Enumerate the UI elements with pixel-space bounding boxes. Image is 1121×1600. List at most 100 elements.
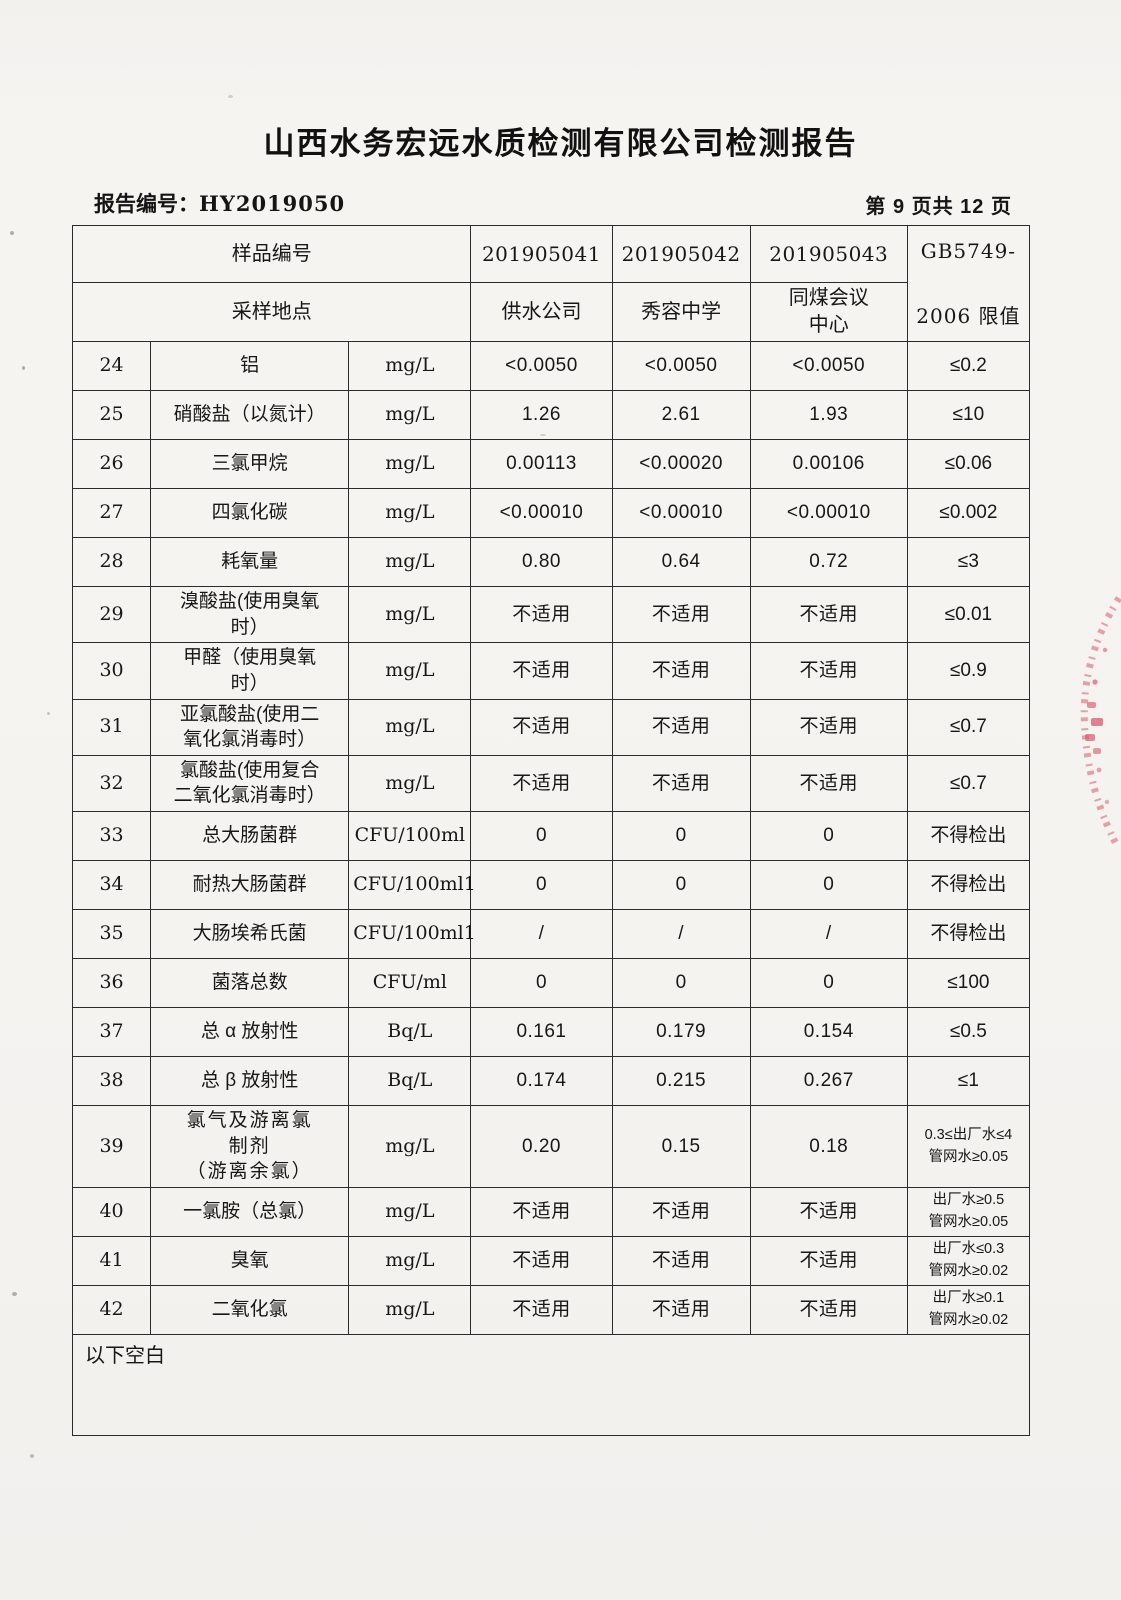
sample2-value: 不适用 bbox=[611, 1187, 751, 1238]
sample1-value: 不适用 bbox=[470, 642, 613, 700]
table-row: 39 氯气及游离氯 制剂 （游离余氯） mg/L 0.20 0.15 0.18 … bbox=[71, 1105, 1031, 1189]
parameter-name: 硝酸盐（以氮计） bbox=[150, 390, 350, 440]
parameter-unit: Bq/L bbox=[348, 1007, 472, 1058]
sample2-value: <0.00010 bbox=[611, 488, 751, 538]
sample1-value: 不适用 bbox=[470, 1187, 613, 1238]
parameter-unit: mg/L bbox=[348, 341, 472, 391]
row-number: 29 bbox=[71, 585, 152, 644]
location-1: 供水公司 bbox=[470, 282, 613, 342]
row-number: 34 bbox=[71, 860, 152, 911]
parameter-name: 耐热大肠菌群 bbox=[150, 860, 350, 911]
sample3-value: 1.93 bbox=[749, 390, 908, 440]
sample1-value: 0.80 bbox=[470, 537, 613, 587]
parameter-unit: Bq/L bbox=[348, 1056, 472, 1107]
parameter-name: 耗氧量 bbox=[150, 537, 350, 587]
report-meta: 报告编号：HY2019050 第 9 页共 12 页 bbox=[72, 188, 1030, 222]
parameter-unit: mg/L bbox=[348, 698, 472, 756]
row-number: 31 bbox=[71, 698, 152, 756]
row-number: 26 bbox=[71, 439, 152, 489]
sample2-value: <0.00020 bbox=[611, 439, 751, 489]
parameter-name: 菌落总数 bbox=[150, 958, 350, 1009]
sample1-value: 0 bbox=[470, 860, 613, 911]
limit-standard-line1: GB5749- bbox=[920, 238, 1017, 263]
scan-speck bbox=[47, 712, 50, 715]
table-row: 40 一氯胺（总氯） mg/L 不适用 不适用 不适用 出厂水≥0.5 管网水≥… bbox=[71, 1187, 1031, 1238]
table-row: 24 铝 mg/L <0.0050 <0.0050 <0.0050 ≤0.2 bbox=[71, 341, 1031, 391]
parameter-unit: mg/L bbox=[348, 1236, 472, 1287]
sample2-value: 2.61 bbox=[611, 390, 751, 440]
parameter-unit: mg/L bbox=[348, 537, 472, 587]
limit-value: ≤3 bbox=[906, 537, 1031, 587]
scan-speck bbox=[22, 366, 25, 370]
sample2-value: 0.179 bbox=[611, 1007, 751, 1058]
sample3-value: 0.00106 bbox=[749, 439, 908, 489]
table-row: 30 甲醛（使用臭氧 时） mg/L 不适用 不适用 不适用 ≤0.9 bbox=[71, 642, 1031, 700]
sample2-value: 0.64 bbox=[611, 537, 751, 587]
row-number: 41 bbox=[71, 1236, 152, 1287]
sample1-value: 不适用 bbox=[470, 698, 613, 756]
sample-location-label: 采样地点 bbox=[71, 282, 472, 342]
sample3-value: 0.154 bbox=[749, 1007, 908, 1058]
parameter-unit: CFU/100ml bbox=[348, 811, 472, 862]
sample3-value: 0.18 bbox=[749, 1105, 908, 1189]
sample3-value: 0 bbox=[749, 958, 908, 1009]
parameter-name: 总 α 放射性 bbox=[150, 1007, 350, 1058]
table-row: 33 总大肠菌群 CFU/100ml 0 0 0 不得检出 bbox=[71, 811, 1031, 862]
limit-value: 出厂水≥0.1 管网水≥0.02 bbox=[906, 1285, 1031, 1336]
limit-value: ≤0.2 bbox=[906, 341, 1031, 391]
sample2-value: 0 bbox=[611, 811, 751, 862]
parameter-unit: mg/L bbox=[348, 585, 472, 644]
row-number: 37 bbox=[71, 1007, 152, 1058]
scan-speck bbox=[12, 1292, 17, 1296]
sample1-value: 0.174 bbox=[470, 1056, 613, 1107]
sample2-value: / bbox=[611, 909, 751, 960]
sample3-value: 0.72 bbox=[749, 537, 908, 587]
sample3-value: 不适用 bbox=[749, 1236, 908, 1287]
header-row-sample-id: 样品编号 201905041 201905042 201905043 GB574… bbox=[71, 225, 1031, 342]
parameter-unit: mg/L bbox=[348, 390, 472, 440]
limit-value: ≤0.9 bbox=[906, 642, 1031, 700]
sample2-value: 0.15 bbox=[611, 1105, 751, 1189]
table-row: 26 三氯甲烷 mg/L 0.00113 <0.00020 0.00106 ≤0… bbox=[71, 439, 1031, 489]
row-number: 30 bbox=[71, 642, 152, 700]
sample2-value: 0.215 bbox=[611, 1056, 751, 1107]
limit-value: ≤0.5 bbox=[906, 1007, 1031, 1058]
limit-value: ≤0.002 bbox=[906, 488, 1031, 538]
row-number: 40 bbox=[71, 1187, 152, 1238]
scan-speck bbox=[10, 231, 14, 235]
sample1-value: 不适用 bbox=[470, 1285, 613, 1336]
sample2-value: 0 bbox=[611, 958, 751, 1009]
parameter-name: 一氯胺（总氯） bbox=[150, 1187, 350, 1238]
table-row: 32 氯酸盐(使用复合 二氧化氯消毒时） mg/L 不适用 不适用 不适用 ≤0… bbox=[71, 754, 1031, 813]
parameter-unit: mg/L bbox=[348, 1285, 472, 1336]
row-number: 42 bbox=[71, 1285, 152, 1336]
table-row: 28 耗氧量 mg/L 0.80 0.64 0.72 ≤3 bbox=[71, 537, 1031, 587]
results-table: 样品编号 201905041 201905042 201905043 GB574… bbox=[71, 225, 1031, 1437]
report-number: 报告编号：HY2019050 bbox=[94, 188, 345, 218]
row-number: 33 bbox=[71, 811, 152, 862]
table-row: 29 溴酸盐(使用臭氧 时） mg/L 不适用 不适用 不适用 ≤0.01 bbox=[71, 585, 1031, 644]
parameter-name: 溴酸盐(使用臭氧 时） bbox=[150, 585, 350, 644]
table-row: 42 二氧化氯 mg/L 不适用 不适用 不适用 出厂水≥0.1 管网水≥0.0… bbox=[71, 1285, 1031, 1336]
limit-standard-line2: 2006 限值 bbox=[916, 303, 1021, 328]
sample2-value: 不适用 bbox=[611, 642, 751, 700]
row-number: 32 bbox=[71, 754, 152, 813]
parameter-unit: mg/L bbox=[348, 1187, 472, 1238]
sample3-value: 不适用 bbox=[749, 1187, 908, 1238]
parameter-name: 二氧化氯 bbox=[150, 1285, 350, 1336]
page-number-indicator: 第 9 页共 12 页 bbox=[865, 196, 1012, 218]
location-3: 同煤会议 中心 bbox=[749, 282, 908, 342]
parameter-name: 大肠埃希氏菌 bbox=[150, 909, 350, 960]
sample3-value: 不适用 bbox=[749, 1285, 908, 1336]
report-number-value: HY2019050 bbox=[199, 191, 346, 216]
sample-id-1: 201905041 bbox=[470, 225, 613, 283]
sample1-value: 不适用 bbox=[470, 1236, 613, 1287]
sample1-value: 0.161 bbox=[470, 1007, 613, 1058]
sample-id-label: 样品编号 bbox=[71, 225, 472, 283]
limit-value: 0.3≤出厂水≤4 管网水≥0.05 bbox=[906, 1105, 1031, 1189]
sample1-value: <0.00010 bbox=[470, 488, 613, 538]
parameter-name: 氯酸盐(使用复合 二氧化氯消毒时） bbox=[150, 754, 350, 813]
row-number: 38 bbox=[71, 1056, 152, 1107]
blank-note-row: 以下空白 bbox=[72, 1334, 1030, 1437]
row-number: 35 bbox=[71, 909, 152, 960]
